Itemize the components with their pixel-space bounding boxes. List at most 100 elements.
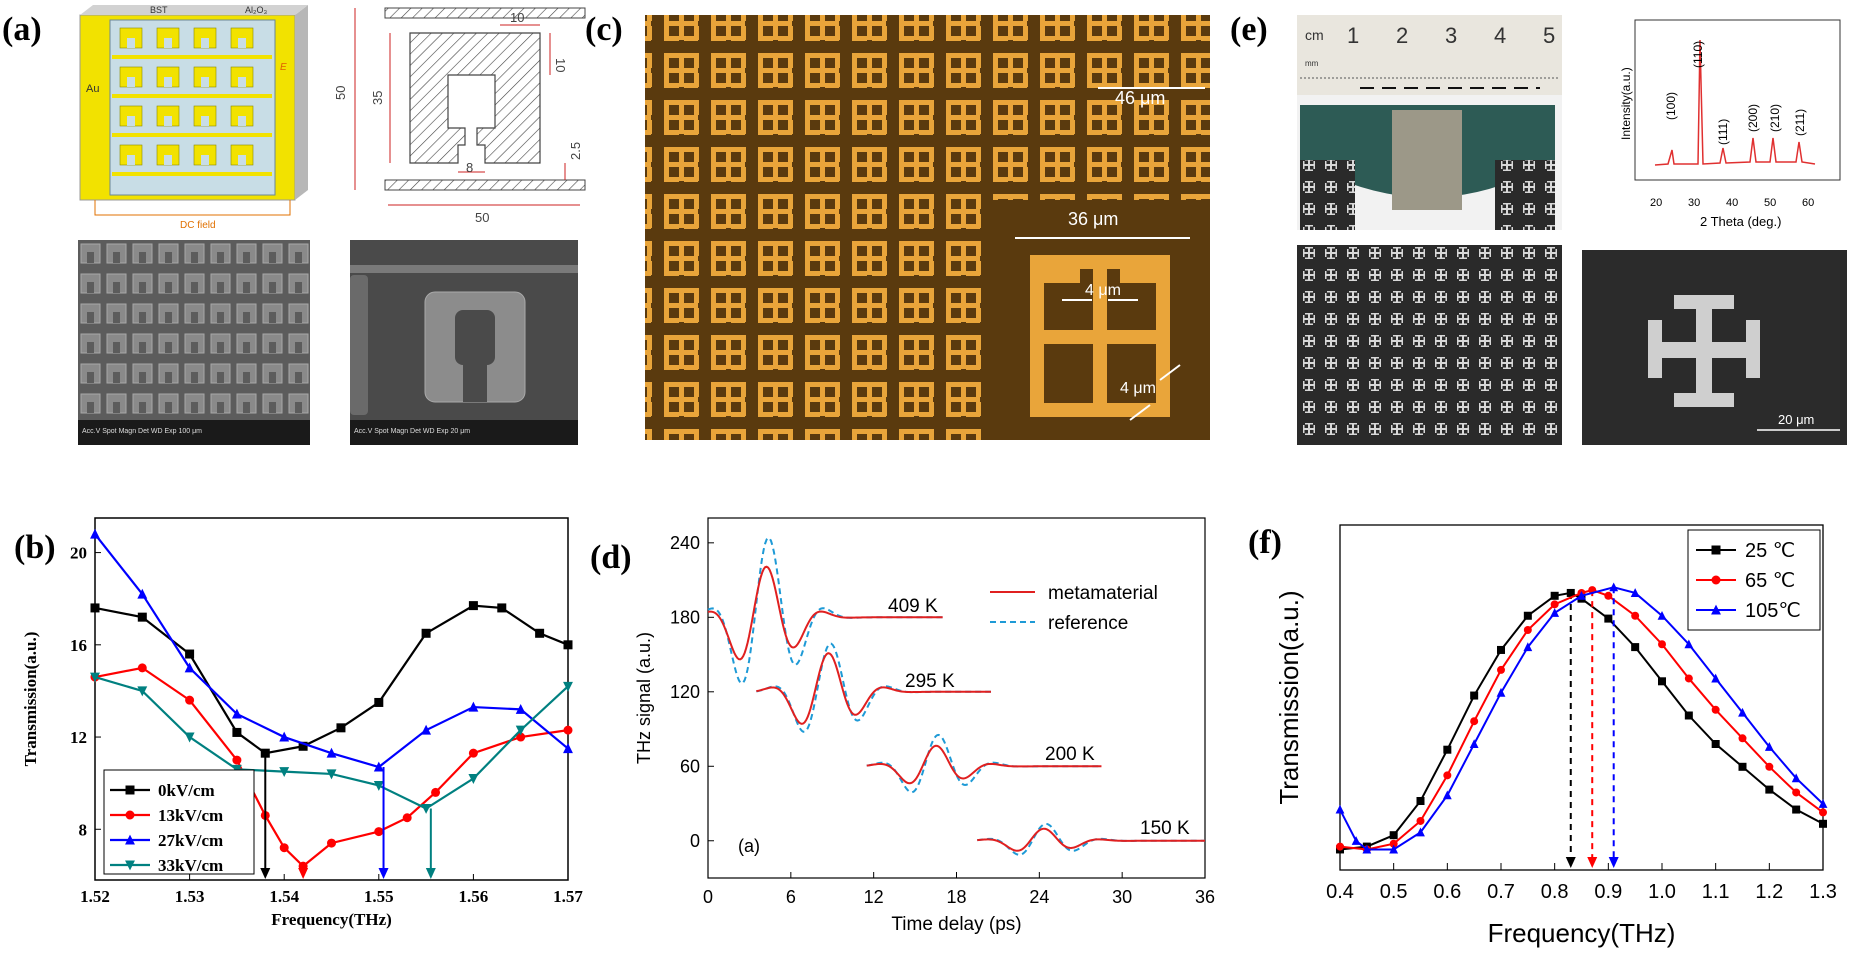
chart-f-point-105 [1764,742,1774,751]
label-au: Au [86,83,99,95]
chart-b-point-27kv-cm [563,743,573,754]
ruler-tick-2: 2 [1396,23,1408,48]
chart-f-point-65 [1765,762,1774,771]
chart-f-point-25 [1523,611,1532,620]
chart-f-point-25 [1684,711,1693,720]
panel-a-sem-left: Acc.V Spot Magn Det WD Exp 100 μm [78,240,310,445]
chart-d-trace-label-295-k: 295 K [905,671,955,692]
chart-f-point-65 [1416,816,1425,825]
panel-a-sem-right: Acc.V Spot Magn Det WD Exp 20 μm [350,240,578,445]
chart-b-legend-marker [125,860,135,871]
chart-f-point-105 [1818,799,1828,808]
chart-d-legend-label-reference: reference [1048,613,1128,634]
xrd-xtick-50: 50 [1764,197,1776,209]
chart-d-xtick-label: 30 [1112,887,1132,907]
chart-b-xtick-label: 1.53 [175,887,205,906]
dim-10-top: 10 [510,10,524,25]
panel-label-b: (b) [14,529,56,566]
chart-b-frame [94,517,569,881]
chart-f-point-105 [1442,790,1452,800]
dim-35: 35 [370,91,385,105]
panel-e-sem-cross: 20 μm [1582,250,1847,445]
xrd-peak-200: (200) [1746,104,1760,132]
chart-f-point-25 [1443,745,1452,754]
chart-d-ytick-label: 0 [690,831,700,851]
chart-b-legend-marker [125,785,135,795]
label-al2o3: Al₂O₃ [245,5,267,15]
chart-f-point-25 [1389,831,1398,840]
scale-46um: 46 μm [1115,88,1165,108]
chart-b-point-27kv-cm [184,662,195,673]
chart-b-ytick-label: 20 [70,544,87,563]
chart-b-point-27kv-cm [231,708,242,719]
chart-f-peak-arrow-105 [1608,857,1619,868]
chart-f-point-25 [1792,805,1801,814]
chart-b-legend-marker [125,810,135,820]
chart-f-point-65 [1470,717,1479,726]
chart-d-ytick-label: 120 [670,682,700,702]
chart-f-point-105 [1335,804,1345,814]
ruler-tick-5: 5 [1543,23,1555,48]
chart-f-xtick-label: 0.6 [1433,881,1461,903]
chart-b-xtick-label: 1.57 [553,887,583,906]
panel-a-dimension-drawing: 10 10 50 35 8 2.5 50 [333,7,586,225]
label-dc-field: DC field [180,220,216,231]
ruler-tick-1: 1 [1347,23,1359,48]
chart-d-xtick-label: 12 [864,887,884,907]
chart-b-point-0kv-cm [374,697,384,707]
chart-d-xtick-label: 18 [946,887,966,907]
chart-b-point-33kv-cm [90,672,100,683]
chart-f-point-25 [1711,740,1720,748]
chart-f-point-25 [1470,691,1479,700]
xrd-peak-211: (211) [1793,109,1807,136]
chart-d-metamaterial-trace-409-k [707,565,943,661]
panel-label-f: (f) [1248,524,1282,561]
chart-d-inset-label: (a) [738,836,760,856]
chart-f-point-65 [1792,788,1801,797]
chart-b-point-0kv-cm [421,628,431,638]
ruler-unit: cm [1305,27,1324,43]
chart-d-frame [707,517,1206,879]
chart-f-xtick-label: 0.7 [1487,881,1515,903]
chart-b-point-27kv-cm [137,588,148,599]
xrd-peak-111: (111) [1716,119,1730,145]
chart-b-xtick-label: 1.55 [364,887,394,906]
chart-b-point-33kv-cm [373,780,384,791]
chart-f-point-105 [1609,582,1619,592]
ruler-tick-3: 3 [1445,23,1457,48]
chart-b-point-0kv-cm [232,727,242,737]
chart-b-point-13kv-cm [468,748,478,758]
chart-f-point-105 [1684,639,1694,649]
chart-d-ytick-label: 240 [670,533,700,553]
chart-b-point-33kv-cm [279,767,290,778]
chart-b-point-33kv-cm [137,686,148,697]
chart-f-point-25 [1631,643,1640,652]
chart-b-point-0kv-cm [336,723,346,733]
chart-d-metamaterial-trace-150-k [977,827,1205,852]
chart-f-point-105 [1362,844,1372,854]
chart-b-point-27kv-cm [468,701,479,712]
chart-f-point-105 [1577,591,1586,600]
xrd-spectrum [1654,39,1816,166]
xrd-xtick-30: 30 [1688,197,1700,209]
chart-b-point-13kv-cm [327,838,336,848]
chart-b-ytick-label: 12 [70,728,87,747]
chart-b-point-33kv-cm [515,725,526,736]
chart-d-xtick-label: 36 [1195,887,1215,907]
chart-b-legend-label: 13kV/cm [158,806,223,825]
chart-b-ytick-label: 8 [79,820,88,839]
chart-b-point-0kv-cm [185,649,195,659]
chart-d-trace-label-200-k: 200 K [1045,744,1095,765]
chart-f-point-105 [1469,739,1479,748]
label-e-field: E [280,62,287,73]
chart-f-point-105 [1389,844,1399,854]
chart-f-point-65 [1658,640,1666,649]
chart-b-point-13kv-cm [402,813,412,823]
chart-b-legend-label: 33kV/cm [158,856,223,875]
chart-f-point-25 [1765,785,1774,794]
dim-50-bottom: 50 [475,210,489,225]
chart-f-point-25 [1819,819,1827,828]
chart-f-point-105 [1496,687,1506,697]
dim-2-5: 2.5 [568,142,583,160]
chart-b-point-27kv-cm [515,703,526,714]
